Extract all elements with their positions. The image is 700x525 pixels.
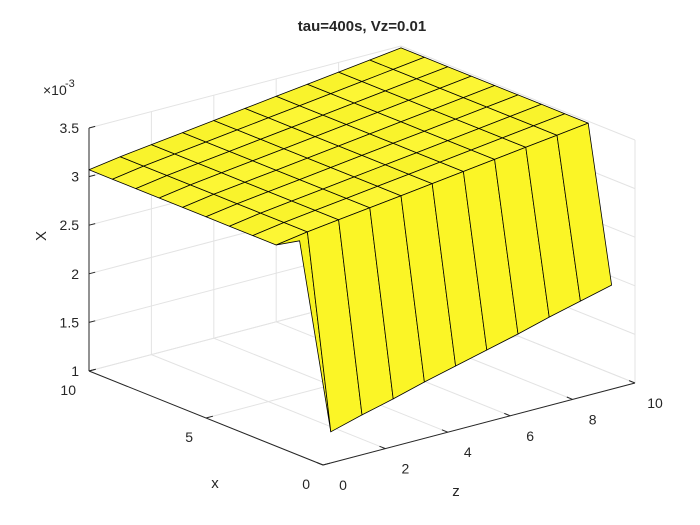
z-exponent-label: ×10 -3 [43,78,75,98]
x-tick-mark [205,415,214,419]
value-tick-mark [88,223,96,226]
x-tick-label: 5 [185,429,193,445]
z-tick-mark [504,412,511,417]
z-tick-label: 0 [339,477,347,493]
value-tick-mark [88,271,96,275]
z-tick-mark [628,380,636,384]
z-tick-mark [316,462,324,466]
z-exponent-power: -3 [65,78,75,90]
x-axis-label: z [452,483,460,500]
value-tick-label: 1 [71,363,79,379]
value-tick-label: 2 [71,266,79,282]
z-tick-mark [441,429,448,433]
y-axis-label: x [211,475,219,492]
value-tick-label: 1.5 [60,314,80,330]
z-tick-mark [379,445,386,450]
x-tick-label: 10 [60,382,76,398]
z-tick-label: 4 [464,444,472,460]
value-tick-mark [88,320,96,323]
value-tick-label: 2.5 [60,217,80,233]
grid-line [400,45,636,141]
grid-line [88,45,402,129]
surface [88,47,612,433]
surface-facet [556,122,612,302]
z-exponent-base: ×10 [43,82,67,98]
z-axis-line [322,382,636,466]
value-tick-mark [88,174,96,178]
x-tick-label: 0 [302,476,310,492]
axes [88,125,636,466]
value-tick-mark [88,125,96,129]
value-tick-label: 3 [71,169,79,185]
value-tick-mark [88,368,96,372]
z-tick-label: 10 [647,395,663,411]
z-tick-label: 6 [526,428,534,444]
chart-title: tau=400s, Vz=0.01 [298,18,426,35]
x-tick-mark [322,462,331,466]
z-tick-mark [566,396,573,400]
tick-labels: 0 2 4 6 8 10 0 5 10 1 1.5 2 2.5 3 3.5 [60,120,663,493]
z-tick-label: 8 [589,411,597,427]
value-tick-label: 3.5 [60,120,80,136]
z-tick-label: 2 [402,461,410,477]
z-axis-label: X [33,231,50,241]
